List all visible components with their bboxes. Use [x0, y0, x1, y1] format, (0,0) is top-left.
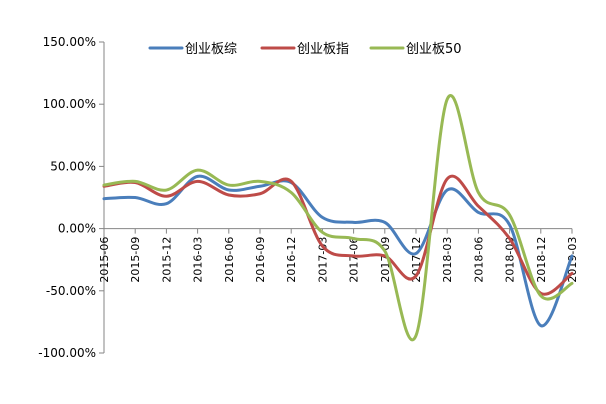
x-tick-label: 2019-03: [566, 237, 579, 283]
x-tick-label: 2017-06: [348, 237, 361, 283]
series-line-1: [102, 174, 574, 328]
legend-item-3: 创业板50: [369, 42, 462, 57]
x-tick-label: 2016-06: [223, 237, 236, 283]
y-tick-label: -100.00%: [38, 346, 96, 360]
x-tick-label: 2017-03: [316, 237, 329, 283]
y-tick-label: 50.00%: [50, 159, 96, 173]
y-tick-label: 0.00%: [58, 222, 96, 236]
x-tick-label: 2016-03: [192, 237, 205, 283]
x-tick-label: 2016-12: [285, 237, 298, 283]
y-axis: -100.00% -50.00% 0.00% 50.00% 100.00% 150.00%: [38, 35, 105, 360]
legend-item-1: 创业板综: [148, 42, 237, 57]
x-tick-label: 2015-09: [129, 237, 142, 283]
x-axis: 2015-06 2015-09 2015-12 2016-03 2016-06 2016-…: [98, 228, 579, 283]
legend-label: 创业板指: [297, 42, 349, 57]
y-tick-label: 100.00%: [43, 97, 96, 111]
x-tick-label: 2015-06: [98, 237, 111, 283]
series-line-2: [102, 174, 574, 296]
y-tick-label: 150.00%: [43, 35, 96, 49]
x-tick-label: 2018-09: [504, 237, 517, 283]
x-tick-label: 2018-03: [441, 237, 454, 283]
x-tick-label: 2018-12: [535, 237, 548, 283]
legend: 创业板综 创业板指 创业板50: [148, 42, 462, 57]
x-tick-label: 2015-12: [160, 237, 173, 283]
legend-label: 创业板50: [406, 42, 462, 57]
y-tick-label: -50.00%: [46, 284, 96, 298]
x-tick-label: 2018-06: [472, 237, 485, 283]
legend-label: 创业板综: [185, 42, 237, 57]
series-line-3: [102, 94, 574, 342]
legend-item-2: 创业板指: [260, 42, 349, 57]
x-tick-label: 2016-09: [254, 237, 267, 283]
series-lines: [102, 94, 574, 342]
